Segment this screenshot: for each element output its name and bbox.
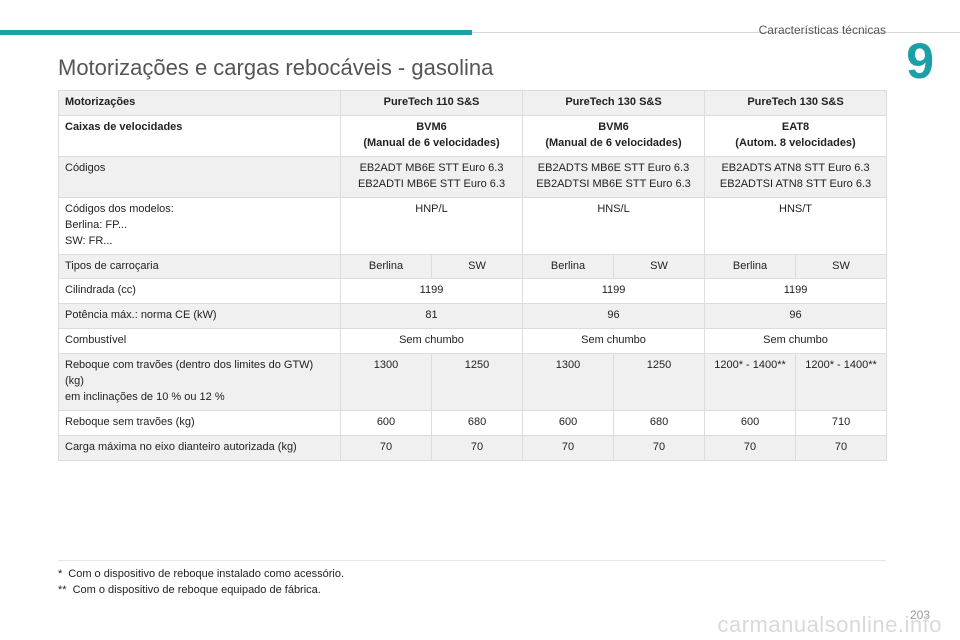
row-label: Reboque sem travões (kg) [58, 410, 341, 436]
table-cell: 1300 [522, 353, 615, 412]
table-row: Carga máxima no eixo dianteiro autorizad… [58, 435, 888, 461]
table-row: Motorizações PureTech 110 S&S PureTech 1… [58, 90, 888, 116]
table-cell: HNP/L [339, 196, 524, 255]
section-title: Características técnicas [758, 23, 886, 37]
table-cell: 70 [795, 435, 888, 461]
row-label: Potência máx.: norma CE (kW) [58, 303, 341, 330]
table-cell: EB2ADTS MB6E STT Euro 6.3 EB2ADTSI MB6E S… [522, 155, 706, 198]
table-cell: 70 [522, 435, 615, 461]
table-row: Cilindrada (cc) 1199 1199 1199 [58, 278, 888, 305]
row-label: Tipos de carroçaria [58, 253, 341, 280]
row-label: Caixas de velocidades [58, 114, 341, 157]
table-row: Reboque sem travões (kg) 600 680 600 680… [58, 410, 888, 436]
footnote: * Com o dispositivo de reboque instalado … [58, 568, 345, 580]
table-cell: 710 [795, 410, 888, 436]
table-cell: SW [613, 253, 706, 280]
table-cell: Berlina [340, 253, 432, 280]
table-cell: 1250 [613, 353, 706, 412]
table-cell: 680 [430, 410, 524, 436]
table-cell: PureTech 130 S&S [522, 90, 706, 116]
page-number: 203 [909, 608, 930, 622]
chapter-number: 9 [906, 33, 934, 89]
table-row: Caixas de velocidades BVM6 (Manual de 6 v… [58, 114, 888, 157]
table-cell: 70 [430, 435, 524, 461]
table-cell: 96 [522, 303, 706, 330]
watermark: carmanualsonline.info [717, 612, 942, 637]
table-row: Códigos EB2ADT MB6E STT Euro 6.3 EB2ADTI … [58, 155, 888, 198]
table-cell: Sem chumbo [704, 328, 888, 355]
table-cell: EB2ADT MB6E STT Euro 6.3 EB2ADTI MB6E STT… [339, 155, 524, 198]
table-cell: 600 [340, 410, 432, 436]
table-cell: BVM6 (Manual de 6 velocidades) [522, 114, 706, 157]
table-row: Códigos dos modelos: Berlina: FP... SW: FR… [58, 196, 888, 255]
table-cell: PureTech 110 S&S [339, 90, 524, 116]
footnote-divider [58, 560, 886, 561]
row-label: Carga máxima no eixo dianteiro autorizad… [58, 435, 341, 461]
table-cell: EAT8 (Autom. 8 velocidades) [704, 114, 888, 157]
table-cell: 680 [613, 410, 706, 436]
table-cell: 1199 [704, 278, 888, 305]
table-row: Reboque com travões (dentro dos limites … [58, 353, 888, 412]
table-cell: Berlina [522, 253, 615, 280]
table-row: Potência máx.: norma CE (kW) 81 96 96 [58, 303, 888, 330]
row-label: Cilindrada (cc) [58, 278, 341, 305]
row-label: Reboque com travões (dentro dos limites … [58, 353, 341, 412]
table-row: Tipos de carroçaria Berlina SW Berlina S… [58, 253, 888, 280]
table-cell: SW [795, 253, 888, 280]
table-cell: Sem chumbo [339, 328, 524, 355]
table-cell: 1200* - 1400** [795, 353, 888, 412]
table-cell: SW [430, 253, 524, 280]
page-title: Motorizações e cargas rebocáveis - gasol… [58, 55, 494, 80]
table-cell: 70 [613, 435, 706, 461]
table-cell: BVM6 (Manual de 6 velocidades) [339, 114, 524, 157]
table-cell: 1250 [430, 353, 524, 412]
table-cell: HNS/T [704, 196, 888, 255]
table-cell: 70 [704, 435, 797, 461]
table-cell: HNS/L [522, 196, 706, 255]
table-cell: PureTech 130 S&S [704, 90, 888, 116]
table-row: Combustível Sem chumbo Sem chumbo Sem ch… [58, 328, 888, 355]
header-accent-bar [0, 30, 472, 35]
table-cell: 81 [339, 303, 524, 330]
footnote: ** Com o dispositivo de reboque equipado … [58, 584, 321, 596]
table-cell: 1200* - 1400** [704, 353, 797, 412]
row-label: Códigos dos modelos: Berlina: FP... SW: FR… [58, 196, 341, 255]
table-cell: EB2ADTS ATN8 STT Euro 6.3 EB2ADTSI ATN8 S… [704, 155, 888, 198]
table-cell: 96 [704, 303, 888, 330]
row-label: Motorizações [58, 90, 341, 116]
table-cell: Sem chumbo [522, 328, 706, 355]
table-cell: 1199 [339, 278, 524, 305]
spec-table: Motorizações PureTech 110 S&S PureTech 1… [58, 90, 888, 461]
table-cell: 70 [340, 435, 432, 461]
header-rule [472, 32, 960, 33]
table-cell: 600 [522, 410, 615, 436]
table-cell: 1199 [522, 278, 706, 305]
table-cell: 1300 [340, 353, 432, 412]
row-label: Códigos [58, 155, 341, 198]
row-label: Combustível [58, 328, 341, 355]
footnotes: * Com o dispositivo de reboque instalado … [58, 566, 344, 598]
table-cell: 600 [704, 410, 797, 436]
table-cell: Berlina [704, 253, 797, 280]
